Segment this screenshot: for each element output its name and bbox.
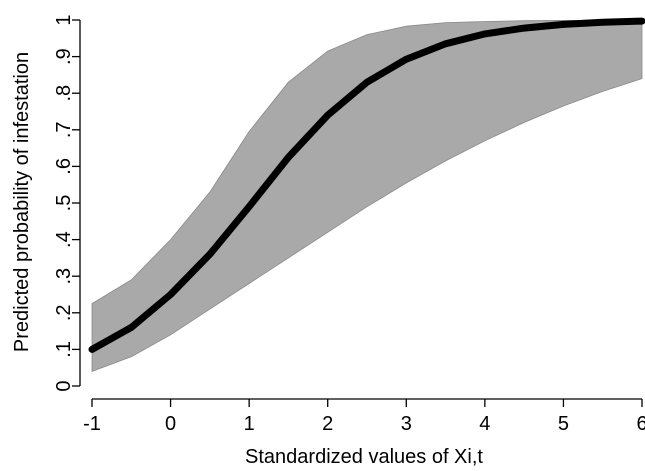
y-tick-label: .8 bbox=[53, 85, 75, 102]
confidence-band bbox=[91, 19, 643, 372]
y-tick-label: .6 bbox=[53, 158, 75, 175]
x-tick-label: 1 bbox=[244, 413, 255, 435]
y-ticks: 0 .1 .2 .3 .4 .5 .6 .7 .8 .9 1 bbox=[53, 14, 80, 392]
x-tick-label: 2 bbox=[322, 413, 333, 435]
x-tick-label: 3 bbox=[401, 413, 412, 435]
y-tick-label: .5 bbox=[53, 195, 75, 212]
y-tick-label: .3 bbox=[53, 268, 75, 285]
x-tick-label: 5 bbox=[558, 413, 569, 435]
plot-region bbox=[88, 17, 645, 372]
x-tick-label: -1 bbox=[83, 413, 101, 435]
y-tick-label: 0 bbox=[53, 380, 75, 391]
x-tick-label: 4 bbox=[479, 413, 490, 435]
x-tick-label: 6 bbox=[636, 413, 645, 435]
y-tick-label: .9 bbox=[53, 48, 75, 65]
x-axis-label: Standardized values of Xi,t bbox=[245, 446, 483, 468]
y-tick-label: .1 bbox=[53, 341, 75, 358]
x-tick-label: 0 bbox=[165, 413, 176, 435]
y-tick-label: .4 bbox=[53, 231, 75, 248]
y-tick-label: .2 bbox=[53, 304, 75, 321]
prediction-line bbox=[88, 17, 645, 353]
y-tick-label: 1 bbox=[53, 14, 75, 25]
x-ticks: -1 0 1 2 3 4 5 6 bbox=[83, 399, 645, 435]
y-tick-label: .7 bbox=[53, 121, 75, 138]
y-axis-label: Predicted probability of infestation bbox=[11, 52, 33, 352]
